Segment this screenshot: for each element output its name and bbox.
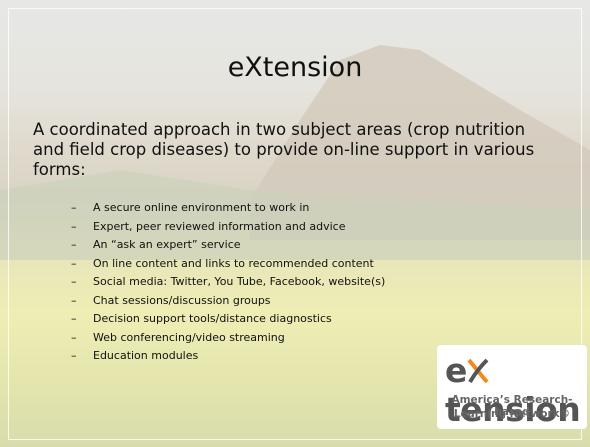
intro-text: A coordinated approach in two subject ar… [33, 120, 553, 180]
logo-tagline: Learning Network® [437, 408, 587, 420]
bullet-marker: – [71, 292, 93, 311]
logo-x [467, 356, 489, 384]
bullet-item: –Chat sessions/discussion groups [71, 292, 385, 311]
bullet-marker: – [71, 236, 93, 255]
bullet-marker: – [71, 310, 93, 329]
bullet-text: A secure online environment to work in [93, 201, 309, 214]
bullet-marker: – [71, 329, 93, 348]
bullet-text: Expert, peer reviewed information and ad… [93, 220, 345, 233]
bullet-item: –Social media: Twitter, You Tube, Facebo… [71, 273, 385, 292]
bullet-marker: – [71, 218, 93, 237]
bullet-item: –Decision support tools/distance diagnos… [71, 310, 385, 329]
bullet-marker: – [71, 347, 93, 366]
bullet-marker: – [71, 273, 93, 292]
bullet-text: On line content and links to recommended… [93, 257, 374, 270]
bullet-item: –Expert, peer reviewed information and a… [71, 218, 385, 237]
logo-letter: e [445, 351, 467, 390]
bullet-item: –A secure online environment to work in [71, 199, 385, 218]
bullet-text: Web conferencing/video streaming [93, 331, 285, 344]
slide-title: eXtension [0, 52, 590, 83]
bullet-text: Education modules [93, 349, 198, 362]
bullet-marker: – [71, 199, 93, 218]
bullet-text: Social media: Twitter, You Tube, Faceboo… [93, 275, 385, 288]
bullet-item: –An “ask an expert” service [71, 236, 385, 255]
bullet-text: An “ask an expert” service [93, 238, 241, 251]
logo: etension America’s Research-based Learni… [437, 345, 587, 429]
bullet-item: –On line content and links to recommende… [71, 255, 385, 274]
bullet-item: –Education modules [71, 347, 385, 366]
bullet-marker: – [71, 255, 93, 274]
bullet-list: –A secure online environment to work in–… [71, 199, 385, 366]
bullet-text: Decision support tools/distance diagnost… [93, 312, 332, 325]
slide: eXtension A coordinated approach in two … [0, 0, 590, 447]
bullet-text: Chat sessions/discussion groups [93, 294, 271, 307]
bullet-item: –Web conferencing/video streaming [71, 329, 385, 348]
